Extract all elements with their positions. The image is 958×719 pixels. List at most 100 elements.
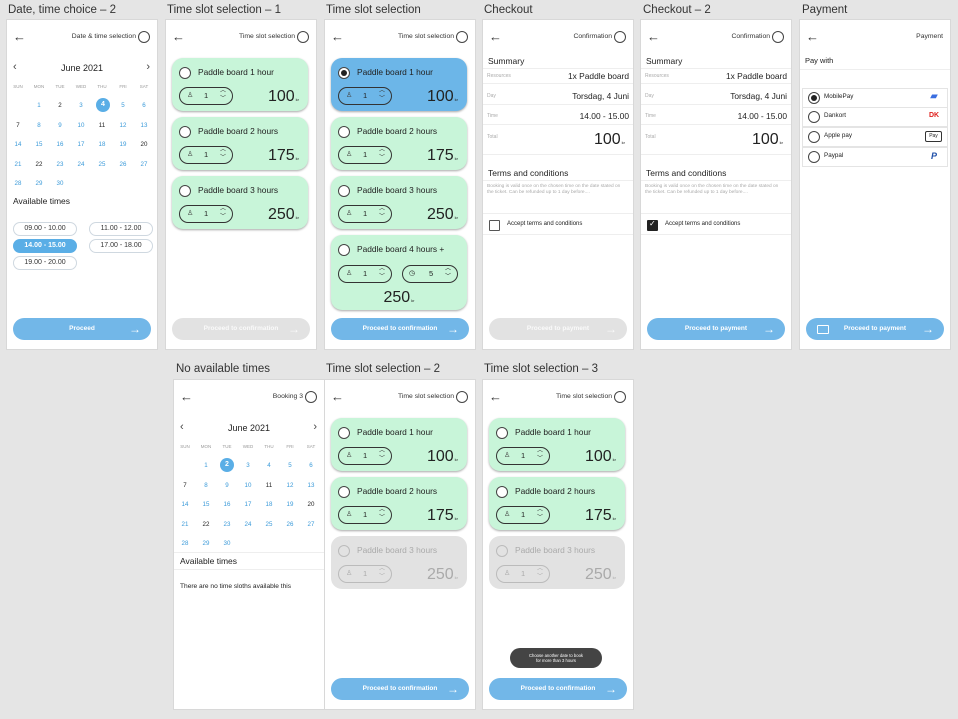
- calendar-day[interactable]: 25: [98, 161, 106, 168]
- stepper-chevrons-icon[interactable]: ︿ ﹀: [444, 266, 451, 280]
- radio-button[interactable]: [179, 185, 191, 197]
- calendar-day[interactable]: 27: [307, 521, 315, 528]
- time-chip[interactable]: 19.00 - 20.00: [13, 256, 77, 270]
- menu-circle-icon[interactable]: [138, 31, 150, 43]
- calendar-day[interactable]: 23: [56, 161, 64, 168]
- option-card[interactable]: Paddle board 3 hours ♙ 1 ︿ ﹀ 250kr: [331, 176, 467, 229]
- option-card[interactable]: Paddle board 1 hour ♙ 1 ︿ ﹀ 100kr: [331, 418, 467, 471]
- prev-month-icon[interactable]: ‹: [13, 61, 17, 73]
- radio-button[interactable]: [496, 427, 508, 439]
- calendar-day[interactable]: 2: [58, 102, 62, 109]
- calendar-day[interactable]: 20: [307, 501, 315, 508]
- calendar-day[interactable]: 18: [265, 501, 273, 508]
- calendar-day[interactable]: 10: [77, 122, 85, 129]
- option-card[interactable]: Paddle board 2 hours ♙ 1 ︿ ﹀ 175kr: [489, 477, 625, 530]
- stepper-chevrons-icon[interactable]: ︿ ﹀: [378, 507, 385, 521]
- next-month-icon[interactable]: ›: [146, 61, 150, 73]
- calendar-day[interactable]: 9: [58, 122, 62, 129]
- option-card[interactable]: Paddle board 1 hour ♙ 1 ︿ ﹀ 100kr: [172, 58, 308, 111]
- calendar-day[interactable]: 22: [35, 161, 43, 168]
- stepper-chevrons-icon[interactable]: ︿ ﹀: [378, 88, 385, 102]
- calendar-day[interactable]: 28: [181, 540, 189, 547]
- calendar-day[interactable]: 30: [223, 540, 231, 547]
- option-card[interactable]: Paddle board 2 hours ♙ 1 ︿ ﹀ 175kr: [172, 117, 308, 170]
- calendar-day[interactable]: 7: [183, 482, 187, 489]
- quantity-stepper[interactable]: ♙ 1 ︿ ﹀: [338, 87, 392, 105]
- back-arrow-icon[interactable]: ←: [489, 389, 502, 404]
- calendar-day[interactable]: 14: [14, 141, 22, 148]
- back-arrow-icon[interactable]: ←: [806, 29, 819, 44]
- radio-button[interactable]: [808, 151, 820, 163]
- radio-button-selected[interactable]: [808, 92, 820, 104]
- quantity-stepper[interactable]: ♙ 1 ︿ ﹀: [338, 506, 392, 524]
- calendar-day[interactable]: 12: [286, 482, 294, 489]
- stepper-chevrons-icon[interactable]: ︿ ﹀: [378, 147, 385, 161]
- calendar-day[interactable]: 24: [244, 521, 252, 528]
- menu-circle-icon[interactable]: [456, 31, 468, 43]
- stepper-chevrons-icon[interactable]: ︿ ﹀: [378, 448, 385, 462]
- calendar-day-selected[interactable]: 2: [220, 458, 234, 472]
- calendar-day[interactable]: 15: [202, 501, 210, 508]
- back-arrow-icon[interactable]: ←: [172, 29, 185, 44]
- calendar-day[interactable]: 3: [79, 102, 83, 109]
- next-month-icon[interactable]: ›: [313, 421, 317, 433]
- calendar-day[interactable]: 8: [204, 482, 208, 489]
- calendar-day[interactable]: 29: [202, 540, 210, 547]
- calendar-day[interactable]: 12: [119, 122, 127, 129]
- calendar-day[interactable]: 6: [142, 102, 146, 109]
- stepper-chevrons-icon[interactable]: ︿ ﹀: [536, 507, 543, 521]
- back-arrow-icon[interactable]: ←: [13, 29, 26, 44]
- option-card[interactable]: Paddle board 2 hours ♙ 1 ︿ ﹀ 175kr: [331, 117, 467, 170]
- quantity-stepper[interactable]: ♙ 1 ︿ ﹀: [179, 87, 233, 105]
- time-chip-selected[interactable]: 14.00 - 15.00: [13, 239, 77, 253]
- calendar-day[interactable]: 23: [223, 521, 231, 528]
- calendar-day[interactable]: 14: [181, 501, 189, 508]
- stepper-chevrons-icon[interactable]: ︿ ﹀: [378, 266, 385, 280]
- radio-button[interactable]: [808, 111, 820, 123]
- payment-option[interactable]: Apple pay Pay: [802, 127, 948, 147]
- radio-button[interactable]: [338, 427, 350, 439]
- calendar-day[interactable]: 25: [265, 521, 273, 528]
- payment-option[interactable]: MobilePay ▰: [802, 88, 948, 108]
- option-card[interactable]: Paddle board 3 hours ♙ 1 ︿ ﹀ 250kr: [172, 176, 308, 229]
- calendar-day[interactable]: 5: [121, 102, 125, 109]
- radio-button[interactable]: [496, 486, 508, 498]
- quantity-stepper[interactable]: ♙ 1 ︿ ﹀: [338, 265, 392, 283]
- back-arrow-icon[interactable]: ←: [180, 389, 193, 404]
- radio-button[interactable]: [808, 131, 820, 143]
- proceed-to-payment-button[interactable]: Proceed to payment →: [489, 318, 627, 340]
- calendar-day[interactable]: 11: [265, 482, 273, 489]
- back-arrow-icon[interactable]: ←: [331, 29, 344, 44]
- calendar-day[interactable]: 13: [307, 482, 315, 489]
- menu-circle-icon[interactable]: [305, 391, 317, 403]
- proceed-to-confirmation-button[interactable]: Proceed to confirmation →: [172, 318, 310, 340]
- radio-button[interactable]: [338, 126, 350, 138]
- option-card[interactable]: Paddle board 4 hours + ♙ 1 ︿ ﹀ ◷ 5 ︿ ﹀ 250kr: [331, 235, 467, 310]
- accept-terms-checkbox[interactable]: [489, 220, 500, 231]
- accept-terms-checkbox-checked[interactable]: [647, 219, 658, 231]
- calendar-day[interactable]: 21: [181, 521, 189, 528]
- calendar-day[interactable]: 4: [267, 462, 271, 469]
- calendar-day[interactable]: 29: [35, 180, 43, 187]
- calendar-day[interactable]: 17: [77, 141, 85, 148]
- quantity-stepper[interactable]: ♙ 1 ︿ ﹀: [496, 447, 550, 465]
- proceed-to-payment-button[interactable]: Proceed to payment →: [806, 318, 944, 340]
- radio-button-selected[interactable]: [338, 67, 350, 79]
- stepper-chevrons-icon[interactable]: ︿ ﹀: [219, 147, 226, 161]
- hours-stepper[interactable]: ◷ 5 ︿ ﹀: [402, 265, 458, 283]
- calendar-day[interactable]: 21: [14, 161, 22, 168]
- payment-option[interactable]: Paypal P: [802, 147, 948, 167]
- calendar-day[interactable]: 18: [98, 141, 106, 148]
- calendar-day[interactable]: 28: [14, 180, 22, 187]
- quantity-stepper[interactable]: ♙ 1 ︿ ﹀: [338, 146, 392, 164]
- calendar-day[interactable]: 27: [140, 161, 148, 168]
- calendar-day[interactable]: 16: [56, 141, 64, 148]
- back-arrow-icon[interactable]: ←: [489, 29, 502, 44]
- calendar-day[interactable]: 24: [77, 161, 85, 168]
- menu-circle-icon[interactable]: [297, 31, 309, 43]
- quantity-stepper[interactable]: ♙ 1 ︿ ﹀: [179, 146, 233, 164]
- calendar-day[interactable]: 10: [244, 482, 252, 489]
- proceed-to-confirmation-button[interactable]: Proceed to confirmation →: [331, 678, 469, 700]
- calendar-day[interactable]: 26: [286, 521, 294, 528]
- calendar-day[interactable]: 30: [56, 180, 64, 187]
